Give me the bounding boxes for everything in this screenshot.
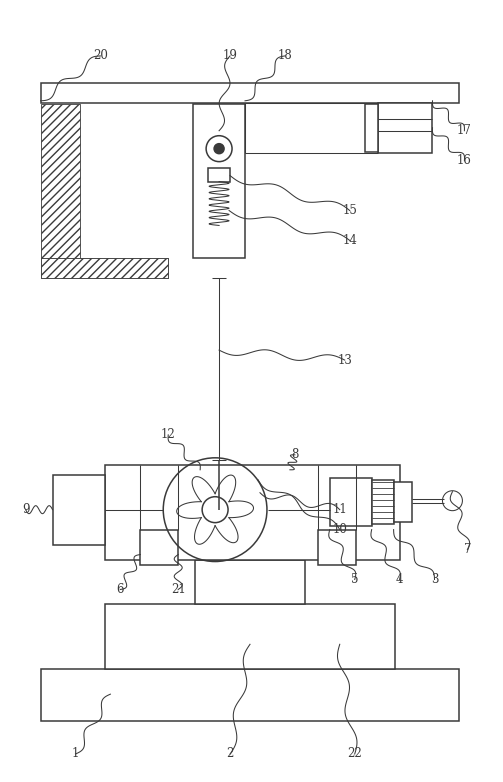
Text: 2: 2 xyxy=(226,748,234,760)
Text: 13: 13 xyxy=(338,353,352,367)
Bar xyxy=(330,478,372,526)
Bar xyxy=(41,258,168,278)
Bar xyxy=(193,104,245,258)
Bar xyxy=(394,482,411,522)
Text: 14: 14 xyxy=(342,234,357,247)
Bar xyxy=(378,102,433,152)
Bar xyxy=(372,479,394,524)
Bar xyxy=(106,604,395,669)
Text: 1: 1 xyxy=(72,748,79,760)
Text: 21: 21 xyxy=(171,583,186,596)
Text: 19: 19 xyxy=(223,49,237,63)
Text: 7: 7 xyxy=(464,543,471,556)
Text: 9: 9 xyxy=(22,503,29,516)
Bar xyxy=(41,669,459,721)
Bar xyxy=(195,560,305,604)
Text: 17: 17 xyxy=(457,124,472,137)
Text: 6: 6 xyxy=(117,583,124,596)
Text: 18: 18 xyxy=(278,49,292,63)
Bar xyxy=(106,465,399,560)
Text: 16: 16 xyxy=(457,154,472,167)
Text: 12: 12 xyxy=(161,429,176,441)
Bar xyxy=(318,529,356,565)
Text: 4: 4 xyxy=(396,573,403,586)
Text: 3: 3 xyxy=(431,573,438,586)
Bar xyxy=(52,475,106,544)
Text: 11: 11 xyxy=(332,503,347,516)
Bar xyxy=(365,104,378,152)
Bar xyxy=(41,83,459,102)
Bar xyxy=(41,104,80,258)
Bar xyxy=(140,529,178,565)
Text: 10: 10 xyxy=(332,523,347,536)
Text: 8: 8 xyxy=(291,448,299,461)
Circle shape xyxy=(214,144,224,153)
Text: 22: 22 xyxy=(348,748,362,760)
Bar xyxy=(41,258,168,278)
Text: 15: 15 xyxy=(342,204,357,217)
Text: 5: 5 xyxy=(351,573,359,586)
Text: 20: 20 xyxy=(93,49,108,63)
Bar xyxy=(208,167,230,181)
